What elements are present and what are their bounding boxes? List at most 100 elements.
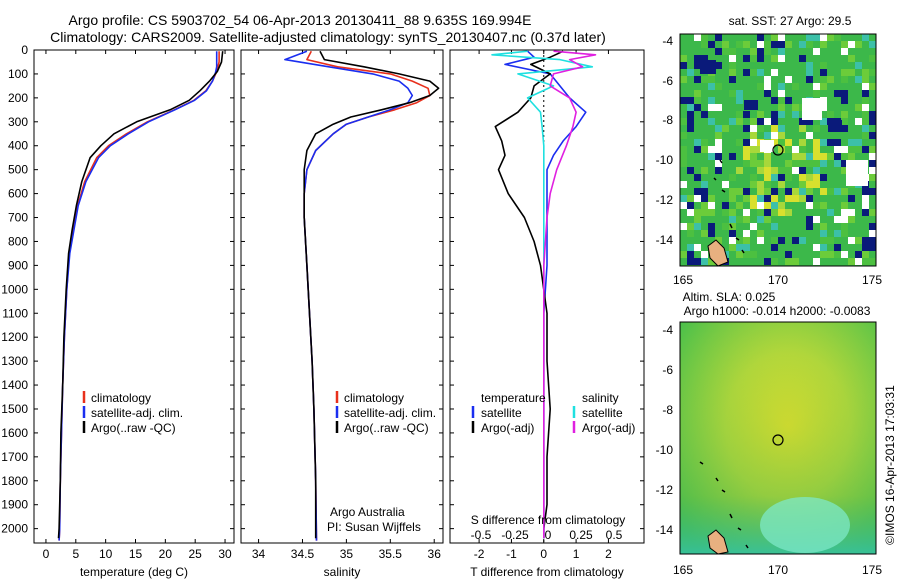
sst-cell bbox=[778, 174, 785, 181]
sst-cell bbox=[757, 195, 764, 202]
sst-cell bbox=[792, 83, 799, 90]
sst-cell bbox=[743, 216, 750, 223]
salinity-x-ticks: 34 34.5 35 35.5 36 bbox=[241, 49, 443, 561]
land-island bbox=[707, 529, 729, 555]
sst-cell bbox=[680, 118, 687, 125]
sst-cell bbox=[862, 76, 869, 83]
depth-tick-label: 1100 bbox=[2, 306, 28, 320]
sst-cell bbox=[729, 153, 736, 160]
sst-block bbox=[760, 140, 774, 152]
sst-cell bbox=[792, 90, 799, 97]
sst-cell bbox=[813, 181, 820, 188]
sst-cell bbox=[764, 209, 771, 216]
sst-cell bbox=[827, 139, 834, 146]
x-tick-label: -2 bbox=[474, 547, 485, 561]
sst-ytick: -12 bbox=[656, 193, 674, 207]
sst-cell bbox=[701, 258, 708, 265]
sst-cell bbox=[736, 97, 743, 104]
sst-cell bbox=[743, 195, 750, 202]
sst-cell bbox=[855, 76, 862, 83]
sst-cell bbox=[701, 237, 708, 244]
sst-cell bbox=[680, 195, 687, 202]
legend-label-climatology: climatology bbox=[344, 391, 404, 405]
sst-cell bbox=[764, 90, 771, 97]
sst-cell bbox=[827, 146, 834, 153]
sst-cell bbox=[722, 83, 729, 90]
sla-ytick: -8 bbox=[662, 403, 673, 417]
sst-cell bbox=[820, 216, 827, 223]
sst-cell bbox=[694, 195, 701, 202]
sla-xtick: 165 bbox=[673, 563, 693, 577]
sst-cell bbox=[701, 146, 708, 153]
sst-cell bbox=[799, 118, 806, 125]
sst-cell bbox=[778, 34, 785, 41]
sst-cell bbox=[799, 132, 806, 139]
sst-cell bbox=[806, 174, 813, 181]
sst-cell bbox=[687, 195, 694, 202]
sst-cell bbox=[785, 146, 792, 153]
sst-cell bbox=[736, 202, 743, 209]
sst-cell bbox=[743, 160, 750, 167]
sst-cell bbox=[841, 132, 848, 139]
sst-cell bbox=[813, 90, 820, 97]
sst-cell bbox=[722, 167, 729, 174]
sst-cell bbox=[848, 132, 855, 139]
depth-tick-label: 900 bbox=[8, 258, 28, 272]
sst-cell bbox=[869, 258, 876, 265]
sst-cell bbox=[813, 48, 820, 55]
sst-cell bbox=[841, 160, 848, 167]
sst-cell bbox=[848, 209, 855, 216]
sst-cell bbox=[708, 118, 715, 125]
sst-cell bbox=[743, 55, 750, 62]
sst-cell bbox=[764, 55, 771, 62]
x-tick-label: 2 bbox=[605, 547, 612, 561]
sst-cell bbox=[687, 223, 694, 230]
sst-cell bbox=[827, 132, 834, 139]
sst-cell bbox=[694, 90, 701, 97]
sst-cell bbox=[813, 202, 820, 209]
sst-cell bbox=[792, 237, 799, 244]
depth-tick-label: 1000 bbox=[1, 282, 28, 296]
sst-cell bbox=[680, 202, 687, 209]
sst-cell bbox=[834, 244, 841, 251]
sst-cell bbox=[729, 216, 736, 223]
depth-tick-label: 100 bbox=[8, 67, 28, 81]
sst-cell bbox=[764, 118, 771, 125]
sst-cell bbox=[750, 69, 757, 76]
depth-tick-label: 1700 bbox=[1, 450, 28, 464]
sst-cell bbox=[701, 41, 708, 48]
sst-cell bbox=[680, 55, 687, 62]
sst-cell bbox=[834, 209, 841, 216]
sst-cell bbox=[687, 69, 694, 76]
sst-cell bbox=[813, 258, 820, 265]
sst-cell bbox=[806, 62, 813, 69]
sst-cell bbox=[743, 139, 750, 146]
sst-cell bbox=[778, 209, 785, 216]
sst-cell bbox=[855, 41, 862, 48]
sst-cell bbox=[743, 209, 750, 216]
sst-cell bbox=[806, 69, 813, 76]
sst-map-yticks: -4 -6 -8 -10 -12 -14 bbox=[656, 34, 674, 247]
sst-cell bbox=[680, 132, 687, 139]
series-line-t-argo-adj- bbox=[494, 50, 564, 539]
sst-cell bbox=[757, 83, 764, 90]
sst-cell bbox=[715, 160, 722, 167]
sst-cell bbox=[743, 41, 750, 48]
sst-cell bbox=[848, 125, 855, 132]
sst-cell bbox=[743, 188, 750, 195]
difference-panel: -2 -1 0 1 2 temperature salinity satellite A… bbox=[449, 49, 645, 579]
sst-cell bbox=[757, 41, 764, 48]
sst-cell bbox=[715, 237, 722, 244]
sst-cell bbox=[785, 55, 792, 62]
sst-cell bbox=[820, 153, 827, 160]
legend-label-satellite: satellite-adj. clim. bbox=[91, 406, 183, 420]
sst-cell bbox=[869, 55, 876, 62]
sst-cell bbox=[806, 209, 813, 216]
sst-cell bbox=[694, 97, 701, 104]
sst-cell bbox=[820, 125, 827, 132]
sst-cell bbox=[778, 104, 785, 111]
sst-cell bbox=[841, 76, 848, 83]
x-tick-label: 34 bbox=[252, 547, 266, 561]
sst-cell bbox=[820, 104, 827, 111]
